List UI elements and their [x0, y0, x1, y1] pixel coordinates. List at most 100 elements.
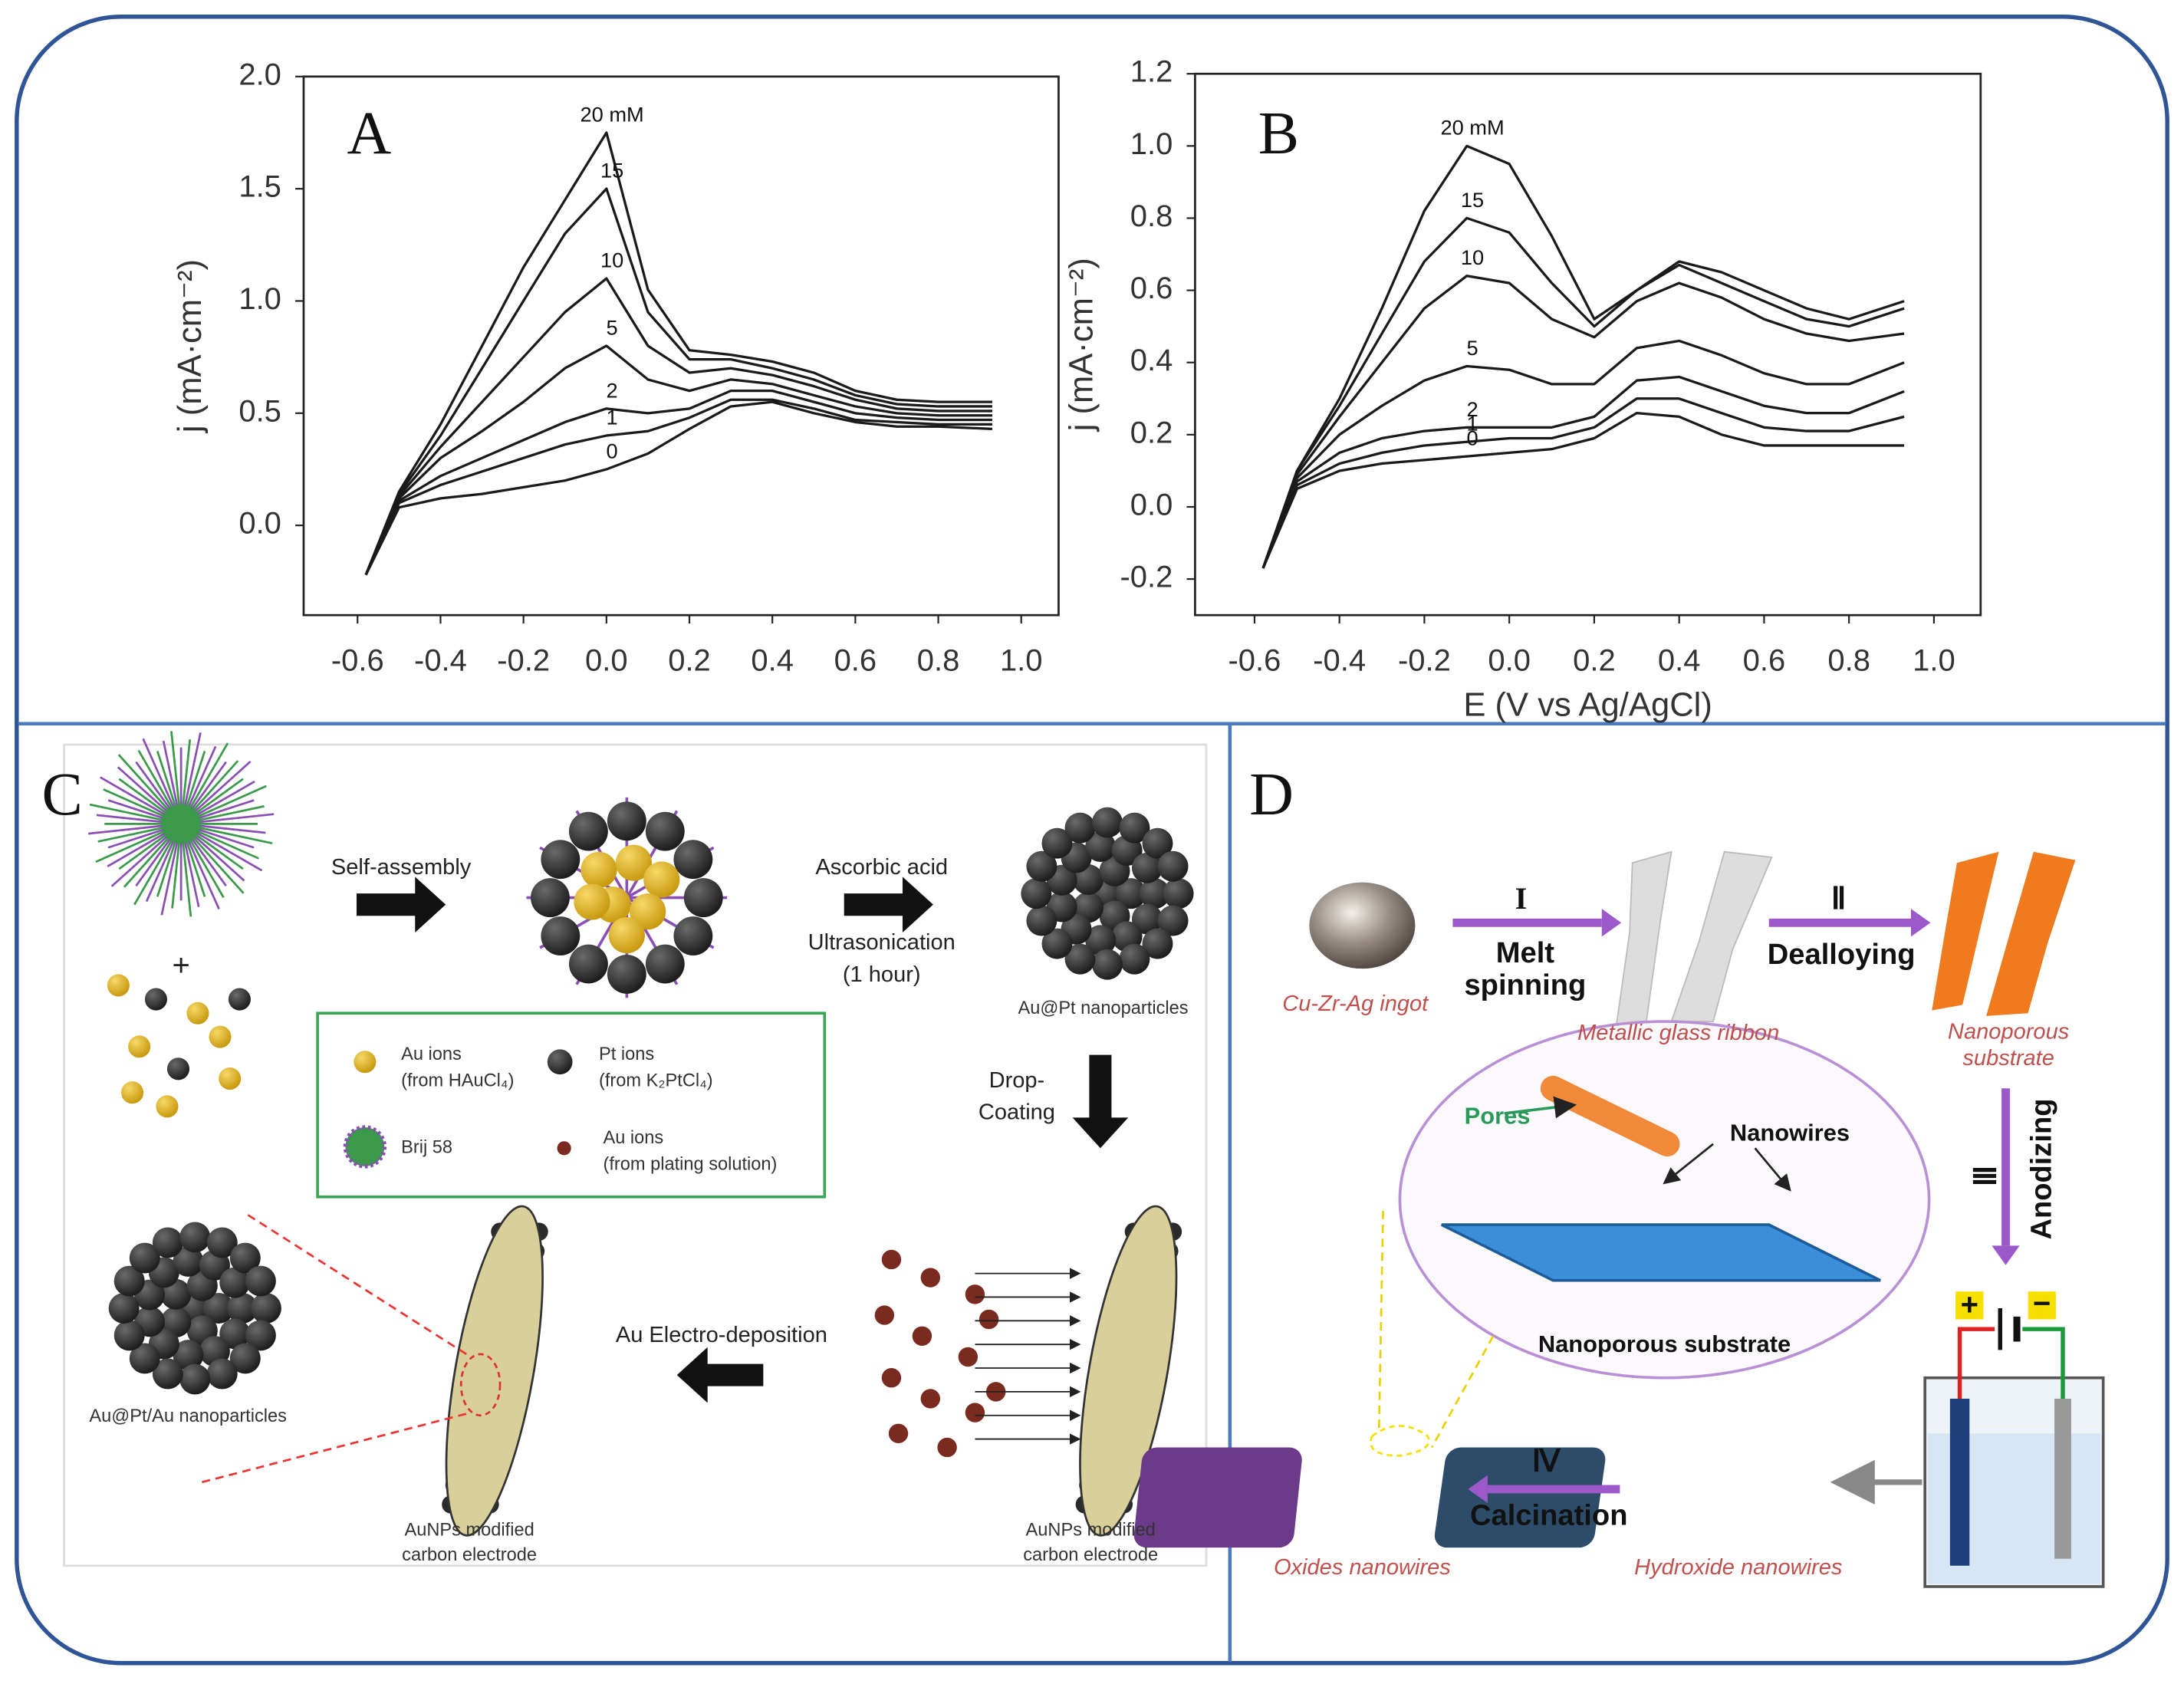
inset-label: Pores	[1465, 1103, 1531, 1130]
hydroxide-sample	[1434, 1447, 1606, 1548]
particle	[206, 1358, 238, 1390]
y-tick-label: 1.2	[1130, 55, 1173, 89]
particle	[1157, 905, 1189, 936]
particle	[1041, 827, 1073, 859]
x-tick-label: 0.6	[1743, 643, 1786, 677]
panel-c-frame	[63, 743, 1208, 1567]
plus: +	[172, 949, 189, 982]
caption: Cu-Zr-Ag ingot	[1282, 992, 1429, 1016]
particle	[250, 1293, 281, 1324]
y-tick-label: 1.0	[1130, 127, 1173, 161]
particle	[541, 916, 581, 955]
y-tick-label: 0.0	[1130, 488, 1173, 522]
particle	[1085, 831, 1117, 863]
particle	[161, 804, 201, 844]
x-tick-label: 0.2	[668, 643, 711, 677]
step-label: Calcination	[1470, 1498, 1627, 1531]
particle	[615, 844, 653, 881]
series-line	[1261, 375, 1905, 569]
particle	[645, 811, 685, 851]
particle	[179, 1363, 211, 1395]
step-numeral: Ⅱ	[1831, 881, 1847, 916]
caption: Hydroxide nanowires	[1634, 1555, 1842, 1580]
series-line	[1261, 397, 1905, 569]
x-tick-label: 0.2	[1573, 643, 1616, 677]
series-label: 0	[607, 439, 618, 462]
x-tick-label: 0.0	[585, 643, 628, 677]
electrode	[1079, 1205, 1178, 1537]
particle	[531, 878, 570, 918]
series-line	[1261, 412, 1905, 569]
x-tick-label: 0.4	[1658, 643, 1701, 677]
series-label: 1	[607, 405, 618, 429]
y-tick-label: 1.0	[238, 282, 281, 316]
particle	[121, 1081, 144, 1104]
particle	[1157, 850, 1189, 882]
x-tick-label: -0.4	[1313, 643, 1366, 677]
arrow-head	[1992, 1245, 2020, 1265]
anode	[1949, 1398, 1970, 1566]
series-line	[364, 389, 992, 576]
particle	[229, 1343, 261, 1374]
step-label: Drop-	[989, 1068, 1045, 1093]
step-label: Melt	[1496, 936, 1555, 969]
series-line	[1261, 339, 1905, 569]
panel-label: C	[41, 761, 82, 828]
cell-minus: −	[2033, 1287, 2051, 1321]
particle	[920, 1389, 941, 1409]
particle	[209, 1025, 232, 1048]
particle	[874, 1305, 895, 1325]
inset-label: Nanowires	[1730, 1119, 1850, 1146]
wire	[1957, 1327, 1995, 1399]
particle	[1092, 949, 1123, 980]
x-tick-label: -0.6	[331, 643, 384, 677]
legend-pt	[547, 1049, 573, 1075]
legend-box	[316, 1011, 827, 1199]
particle	[1026, 905, 1057, 936]
series-label: 20 mM	[580, 102, 643, 126]
y-tick-label: 0.4	[1130, 344, 1173, 377]
step-numeral: Ⅳ	[1532, 1443, 1561, 1478]
porous-ribbon	[1932, 851, 1999, 1011]
series-line	[364, 131, 992, 576]
particle	[643, 861, 680, 898]
y-tick-label: -0.2	[1120, 561, 1173, 594]
particle	[1085, 925, 1117, 956]
caption: substrate	[1962, 1046, 2054, 1071]
plot-frame	[302, 75, 1060, 617]
step-numeral: Ⅲ	[1967, 1166, 2001, 1187]
particle	[881, 1368, 902, 1388]
particle	[144, 988, 167, 1011]
particle	[979, 1309, 999, 1330]
x-tick-label: 0.6	[834, 643, 877, 677]
y-tick-label: 0.0	[238, 507, 281, 541]
particle	[1115, 878, 1146, 909]
particle	[1021, 878, 1052, 909]
pointer	[1754, 1147, 1791, 1192]
particle	[581, 851, 617, 888]
series-label: 5	[607, 315, 618, 339]
particle	[1064, 812, 1096, 844]
particle	[1041, 928, 1073, 959]
particle	[107, 974, 130, 997]
particle	[568, 944, 608, 984]
x-tick-label: 0.8	[917, 643, 960, 677]
caption: Au@Pt/Au nanoparticles	[89, 1406, 287, 1426]
y-tick-label: 2.0	[238, 58, 281, 91]
legend-brij	[343, 1125, 387, 1169]
series-label: 10	[600, 248, 623, 272]
caption: carbon electrode	[1023, 1545, 1158, 1565]
arrow	[676, 1347, 764, 1403]
particle	[912, 1326, 932, 1346]
plot-frame	[1194, 72, 1982, 617]
particle	[965, 1403, 985, 1423]
series-line	[364, 400, 993, 576]
particle	[152, 1227, 183, 1258]
particle	[186, 1002, 209, 1025]
cathode	[2054, 1398, 2071, 1559]
porous-ribbon	[1986, 851, 2076, 1016]
particle	[1142, 928, 1173, 959]
particle	[1119, 812, 1150, 844]
particle	[607, 955, 646, 994]
particle	[219, 1267, 251, 1298]
